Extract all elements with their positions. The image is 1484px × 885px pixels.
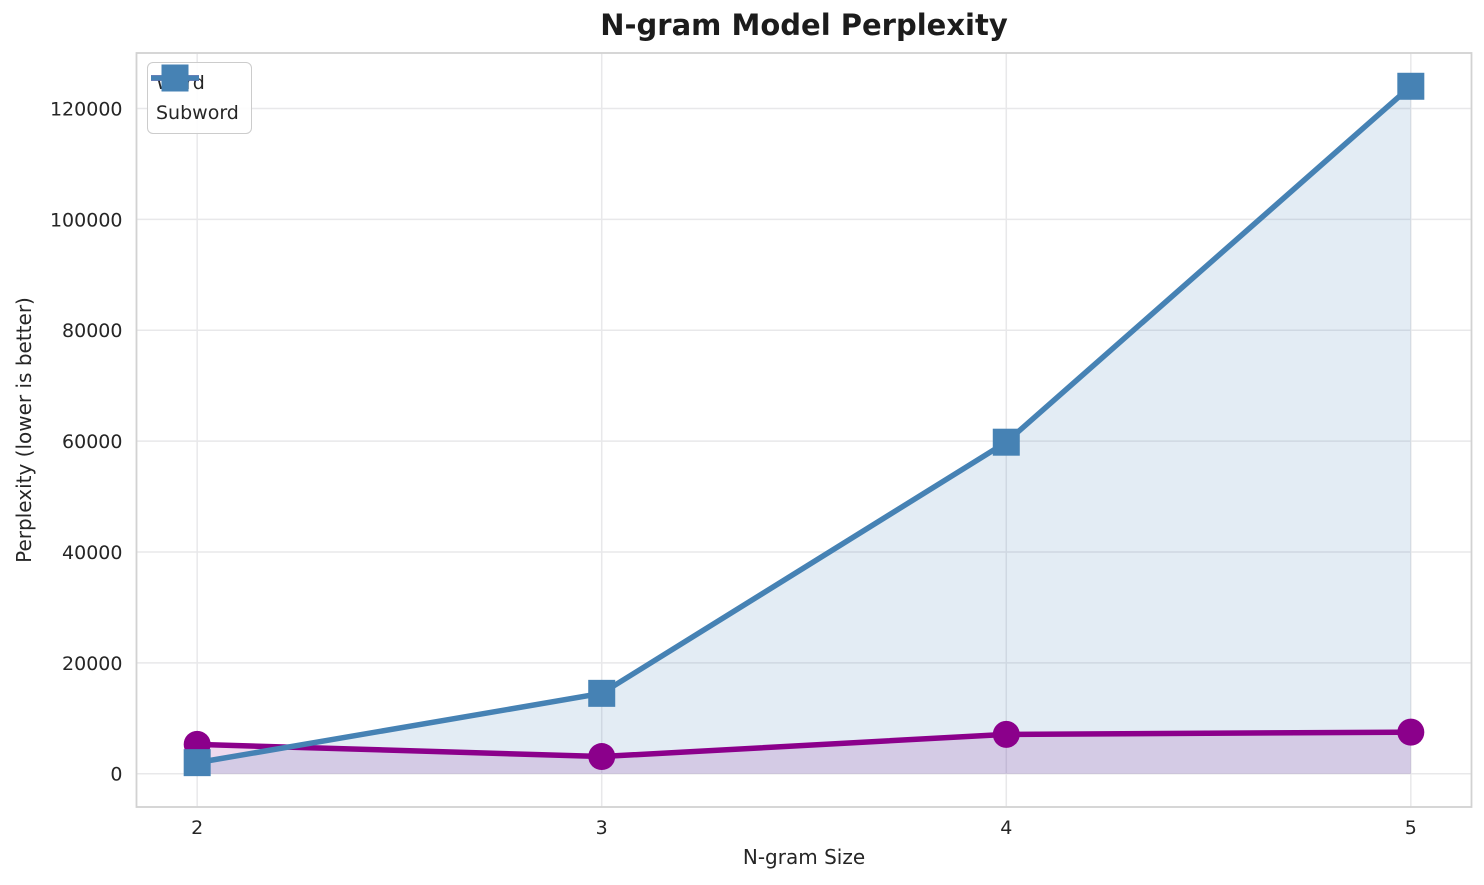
x-tick-label: 5 [1405, 817, 1417, 839]
chart-title: N-gram Model Perplexity [600, 8, 1008, 42]
subword-marker [183, 749, 211, 777]
subword-marker [588, 679, 616, 707]
y-axis-label: Perplexity (lower is better) [12, 297, 36, 563]
subword-marker [992, 428, 1020, 456]
plot-border [135, 52, 1473, 808]
x-axis-label: N-gram Size [743, 845, 865, 869]
y-tick-label: 120000 [50, 98, 123, 120]
y-tick-label: 40000 [62, 542, 122, 564]
word-fill-area [197, 732, 1411, 774]
subword-line-marker-icon [151, 64, 199, 92]
subword-marker [1397, 72, 1425, 100]
x-tick-label: 4 [1000, 817, 1012, 839]
word-marker [1397, 718, 1425, 746]
word-line [197, 729, 1411, 760]
chart-layers: 0 20000 40000 60000 80000 100000 120000 2 3 4 5 [50, 52, 1473, 839]
subword-line [196, 84, 1413, 766]
y-tick-label: 20000 [62, 653, 122, 675]
x-tick-label: 2 [191, 817, 203, 839]
y-tick-label: 0 [110, 764, 122, 786]
y-tick-label: 80000 [62, 320, 122, 342]
word-marker [588, 743, 616, 771]
subword-fill-area [197, 86, 1411, 774]
y-tick-label: 100000 [50, 209, 123, 231]
word-marker [992, 720, 1020, 748]
x-tick-label: 3 [596, 817, 608, 839]
legend: Word Subword [147, 62, 252, 134]
y-tick-label: 60000 [62, 431, 122, 453]
legend-label-subword: Subword [156, 102, 239, 124]
legend-item-subword: Subword [151, 64, 239, 128]
